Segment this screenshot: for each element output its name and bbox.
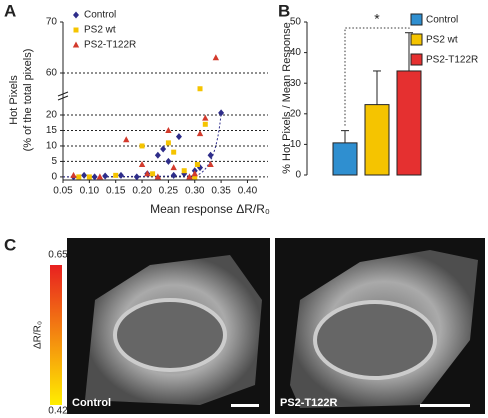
point [197, 86, 203, 92]
x-tick-label: 0.25 [159, 186, 179, 197]
point [194, 162, 200, 168]
point [117, 171, 124, 179]
point [186, 173, 193, 180]
y-tick-label: 5 [51, 156, 57, 167]
x-axis-label: Mean response ΔR/R₀ [150, 202, 270, 216]
y-tick-label: 60 [46, 68, 58, 79]
image-label: PS2-T122R [280, 397, 338, 409]
x-tick-label: 0.05 [53, 186, 73, 197]
panel-label: B [278, 1, 290, 20]
colorbar-min: 0.42 [48, 406, 68, 417]
panel-label: C [4, 235, 16, 254]
legend-label: PS2-T122R [84, 40, 136, 51]
image-label: Control [72, 397, 111, 409]
significance-bracket [344, 27, 410, 126]
colorbar-label: ΔR/R₀ [33, 321, 44, 349]
y-tick-label: 30 [290, 78, 302, 89]
x-tick-label: 0.30 [185, 186, 205, 197]
colorbar-max: 0.65 [48, 250, 68, 261]
point [207, 161, 214, 168]
point [70, 171, 77, 178]
point [154, 173, 162, 180]
y-tick-label: 0 [295, 170, 301, 181]
legend-label: Control [84, 10, 116, 21]
point [191, 170, 198, 177]
point [123, 136, 130, 143]
x-tick-label: 0.15 [106, 186, 126, 197]
legend-swatch [410, 53, 423, 66]
bar [332, 142, 358, 176]
x-tick-label: 0.35 [211, 186, 231, 197]
y-tick-label: 50 [290, 17, 302, 28]
point [192, 174, 198, 180]
legend-label: PS2 wt [426, 35, 458, 46]
y-tick-label: 40 [290, 47, 302, 58]
bar [364, 104, 390, 176]
panel-label: A [4, 1, 16, 20]
point [165, 126, 172, 133]
legend-label: Control [426, 15, 458, 26]
legend-label: PS2 wt [84, 25, 116, 36]
y-tick-label: 0 [51, 172, 57, 183]
point [76, 174, 82, 180]
point [207, 151, 214, 159]
point [212, 54, 220, 61]
point [181, 168, 187, 174]
point [202, 114, 209, 121]
point [171, 149, 177, 155]
point [170, 164, 177, 171]
y-tick-label: 20 [290, 108, 302, 119]
y-axis-label: (% of the total pixels) [22, 49, 34, 152]
point [139, 143, 145, 149]
panel-c-images [50, 238, 485, 414]
y-tick-label: 10 [46, 141, 58, 152]
point [72, 41, 80, 48]
legend-swatch [410, 13, 423, 26]
point [150, 171, 156, 177]
point [73, 11, 79, 19]
point [218, 109, 225, 117]
point [113, 172, 119, 178]
point [202, 121, 208, 127]
point [81, 171, 88, 179]
significance: * [374, 11, 380, 27]
y-tick-label: 20 [46, 110, 58, 121]
point [102, 172, 109, 180]
point [160, 145, 167, 153]
point [170, 171, 177, 179]
point [165, 140, 171, 146]
point [175, 133, 182, 141]
axis-break [57, 91, 69, 101]
point [144, 170, 151, 177]
point [165, 157, 172, 165]
y-tick-label: 10 [290, 139, 302, 150]
point [138, 161, 146, 168]
y-tick-label: 70 [46, 17, 58, 28]
point [133, 173, 140, 181]
legend-label: PS2-T122R [426, 55, 478, 66]
point [154, 151, 161, 159]
x-tick-label: 0.40 [238, 186, 258, 197]
legend-swatch [410, 33, 423, 46]
point [86, 174, 92, 180]
x-tick-label: 0.10 [80, 186, 100, 197]
y-axis-label: Hot Pixels [8, 75, 20, 125]
point [91, 173, 98, 181]
y-tick-label: 15 [46, 125, 58, 136]
bar [396, 70, 422, 176]
y-axis-label: % Hot Pixels / Mean Response [281, 22, 293, 174]
point [73, 27, 79, 33]
point [196, 130, 204, 137]
point [96, 173, 104, 180]
x-tick-label: 0.20 [132, 186, 152, 197]
